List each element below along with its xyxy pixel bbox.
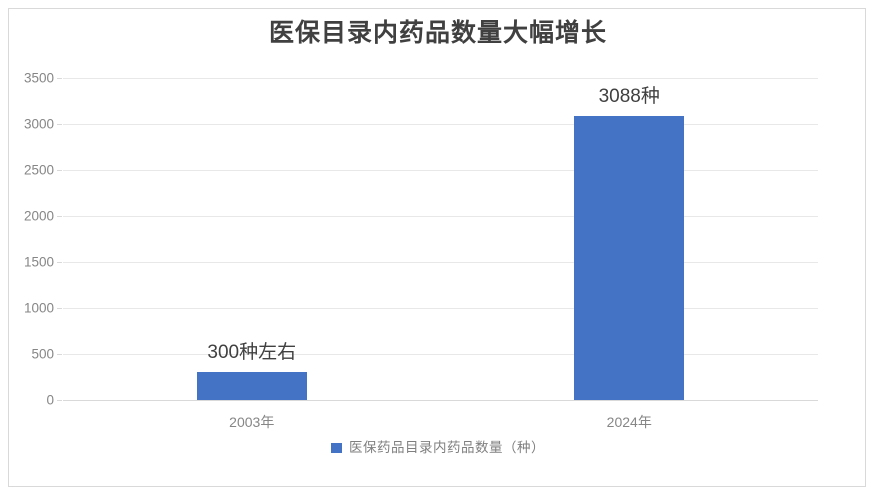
x-axis-category-label: 2024年 bbox=[606, 414, 652, 430]
y-axis-tick-label: 2500 bbox=[23, 162, 54, 178]
y-axis-tick-mark bbox=[57, 78, 62, 79]
gridline bbox=[63, 216, 818, 217]
chart-border-frame bbox=[8, 8, 866, 487]
bar[interactable] bbox=[196, 372, 307, 400]
y-axis-tick-label: 2000 bbox=[23, 208, 54, 224]
chart-legend: 医保药品目录内药品数量（种） bbox=[0, 441, 876, 455]
y-axis-tick-mark bbox=[57, 124, 62, 125]
y-axis-tick-mark bbox=[57, 170, 62, 171]
y-axis-tick-label: 500 bbox=[31, 346, 54, 362]
legend-color-swatch-icon bbox=[331, 442, 342, 453]
y-axis-tick-label: 0 bbox=[46, 392, 54, 408]
y-axis-tick-label: 3500 bbox=[23, 70, 54, 86]
gridline bbox=[63, 124, 818, 125]
x-axis-category-label: 2003年 bbox=[229, 414, 275, 430]
gridline bbox=[63, 308, 818, 309]
y-axis-tick-label: 1500 bbox=[23, 254, 54, 270]
y-axis-tick-label: 3000 bbox=[23, 116, 54, 132]
gridline bbox=[63, 78, 818, 79]
bar-data-label: 3088种 bbox=[598, 85, 660, 107]
legend-series-label: 医保药品目录内药品数量（种） bbox=[349, 440, 545, 455]
axis-baseline bbox=[63, 400, 818, 401]
y-axis-tick-mark bbox=[57, 262, 62, 263]
gridline bbox=[63, 262, 818, 263]
y-axis-tick-mark bbox=[57, 216, 62, 217]
gridline bbox=[63, 170, 818, 171]
y-axis-tick-mark bbox=[57, 400, 62, 401]
plot-area: 0 500 1000 1500 2000 2500 3000 3500 300种左右 3088种 bbox=[24, 71, 818, 406]
gridline bbox=[63, 354, 818, 355]
bar-data-label: 300种左右 bbox=[207, 342, 297, 364]
y-axis-tick-mark bbox=[57, 308, 62, 309]
bar[interactable] bbox=[574, 115, 685, 400]
y-axis-tick-label: 1000 bbox=[23, 300, 54, 316]
chart-title: 医保目录内药品数量大幅增长 bbox=[268, 19, 607, 47]
y-axis-tick-mark bbox=[57, 354, 62, 355]
